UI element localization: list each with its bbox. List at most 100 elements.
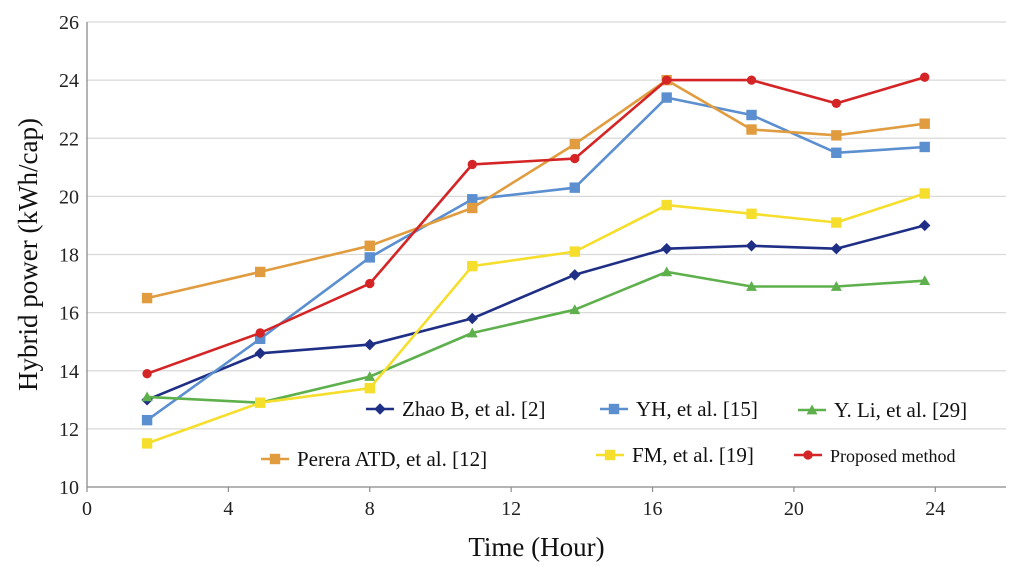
y-tick-label: 12 [59, 419, 79, 441]
data-point [467, 194, 478, 205]
y-tick-label: 24 [59, 70, 79, 92]
x-tick-label: 20 [784, 498, 804, 520]
data-point [919, 118, 930, 129]
legend-swatch-marker [269, 453, 281, 465]
data-point [661, 199, 672, 211]
data-point [831, 217, 842, 228]
data-point [569, 138, 580, 150]
data-point [141, 414, 153, 426]
legend-item-3: Perera ATD, et al. [12] [261, 447, 487, 471]
data-point [141, 391, 153, 402]
data-point [467, 159, 477, 170]
series-line [146, 75, 926, 375]
y-tick-label: 16 [59, 303, 79, 325]
data-point [570, 153, 580, 164]
y-tick-label: 18 [59, 245, 79, 267]
legend: Zhao B, et al. [2] YH, et al. [15] Y. Li, … [261, 397, 967, 471]
data-point [141, 292, 153, 304]
data-point [831, 130, 842, 141]
x-tick-label: 24 [925, 498, 945, 520]
legend-label: Y. Li, et al. [29] [834, 398, 967, 422]
series-line [146, 78, 925, 300]
x-tick-label: 12 [501, 498, 521, 520]
legend-swatch-marker [803, 450, 813, 460]
data-point [467, 202, 478, 214]
data-point [746, 124, 757, 135]
data-point [364, 240, 375, 251]
data-point [918, 219, 931, 232]
legend-label: FM, et al. [19] [632, 443, 754, 467]
data-point [661, 266, 673, 277]
data-point [661, 92, 672, 103]
data-point [142, 368, 152, 379]
legend-item-0: Zhao B, et al. [2] [366, 397, 545, 421]
legend-label: Proposed method [830, 446, 956, 466]
y-tick-label: 10 [59, 477, 79, 499]
y-axis-title: Hybrid power (kWh/cap) [13, 118, 43, 391]
data-point [831, 147, 842, 158]
legend-swatch-marker [374, 403, 386, 415]
data-point [746, 208, 757, 220]
y-tick-label: 26 [59, 12, 79, 34]
data-point [830, 281, 842, 291]
legend-swatch-marker [604, 449, 616, 461]
y-tick-label: 20 [59, 186, 79, 208]
legend-item-4: FM, et al. [19] [596, 443, 754, 467]
legend-label: Zhao B, et al. [2] [402, 397, 545, 421]
data-point [920, 72, 930, 82]
series-line [146, 96, 925, 422]
series-3 [141, 74, 930, 304]
data-point [831, 98, 842, 109]
data-point [254, 333, 266, 344]
data-point [569, 246, 580, 257]
series-5 [142, 72, 930, 379]
x-axis-title: Time (Hour) [468, 532, 604, 562]
data-point [466, 327, 478, 338]
data-point [254, 347, 266, 360]
data-point [746, 281, 757, 291]
x-tick-label: 0 [82, 498, 92, 520]
data-point [141, 438, 153, 449]
x-tick-label: 8 [365, 498, 375, 520]
legend-item-1: YH, et al. [15] [600, 397, 758, 421]
legend-label: YH, et al. [15] [636, 397, 758, 421]
series-lines [141, 72, 931, 449]
x-tick-label: 4 [223, 498, 233, 520]
data-point [254, 266, 266, 278]
y-tick-label: 14 [59, 361, 79, 383]
data-point [255, 328, 265, 338]
data-point [254, 397, 266, 408]
x-tick-label: 16 [643, 498, 663, 520]
data-point [745, 240, 758, 252]
data-point [660, 242, 673, 255]
data-point [364, 382, 375, 394]
data-point [919, 141, 930, 153]
legend-swatch-marker [608, 403, 620, 415]
data-point [569, 304, 581, 315]
data-point [364, 252, 375, 263]
series-1 [141, 92, 930, 426]
data-point [569, 269, 581, 281]
legend-label: Perera ATD, et al. [12] [297, 447, 487, 471]
data-point [746, 109, 757, 121]
legend-item-2: Y. Li, et al. [29] [798, 398, 967, 422]
data-point [830, 242, 843, 255]
data-point [364, 371, 376, 381]
data-point [661, 75, 672, 85]
series-4 [141, 188, 930, 449]
data-point [919, 188, 930, 199]
series-0 [141, 219, 931, 406]
legend-swatch-marker [806, 404, 818, 415]
data-point [746, 75, 757, 85]
legend-item-5: Proposed method [794, 446, 956, 466]
data-point [364, 338, 376, 351]
data-point [569, 182, 580, 193]
data-point [919, 275, 931, 286]
data-point [365, 278, 375, 289]
axes: 10 12 14 16 18 20 22 24 26 0 4 8 12 16 20 24 [59, 12, 1006, 520]
data-point [467, 260, 478, 272]
y-tick-label: 22 [59, 128, 79, 150]
data-point [466, 312, 478, 325]
